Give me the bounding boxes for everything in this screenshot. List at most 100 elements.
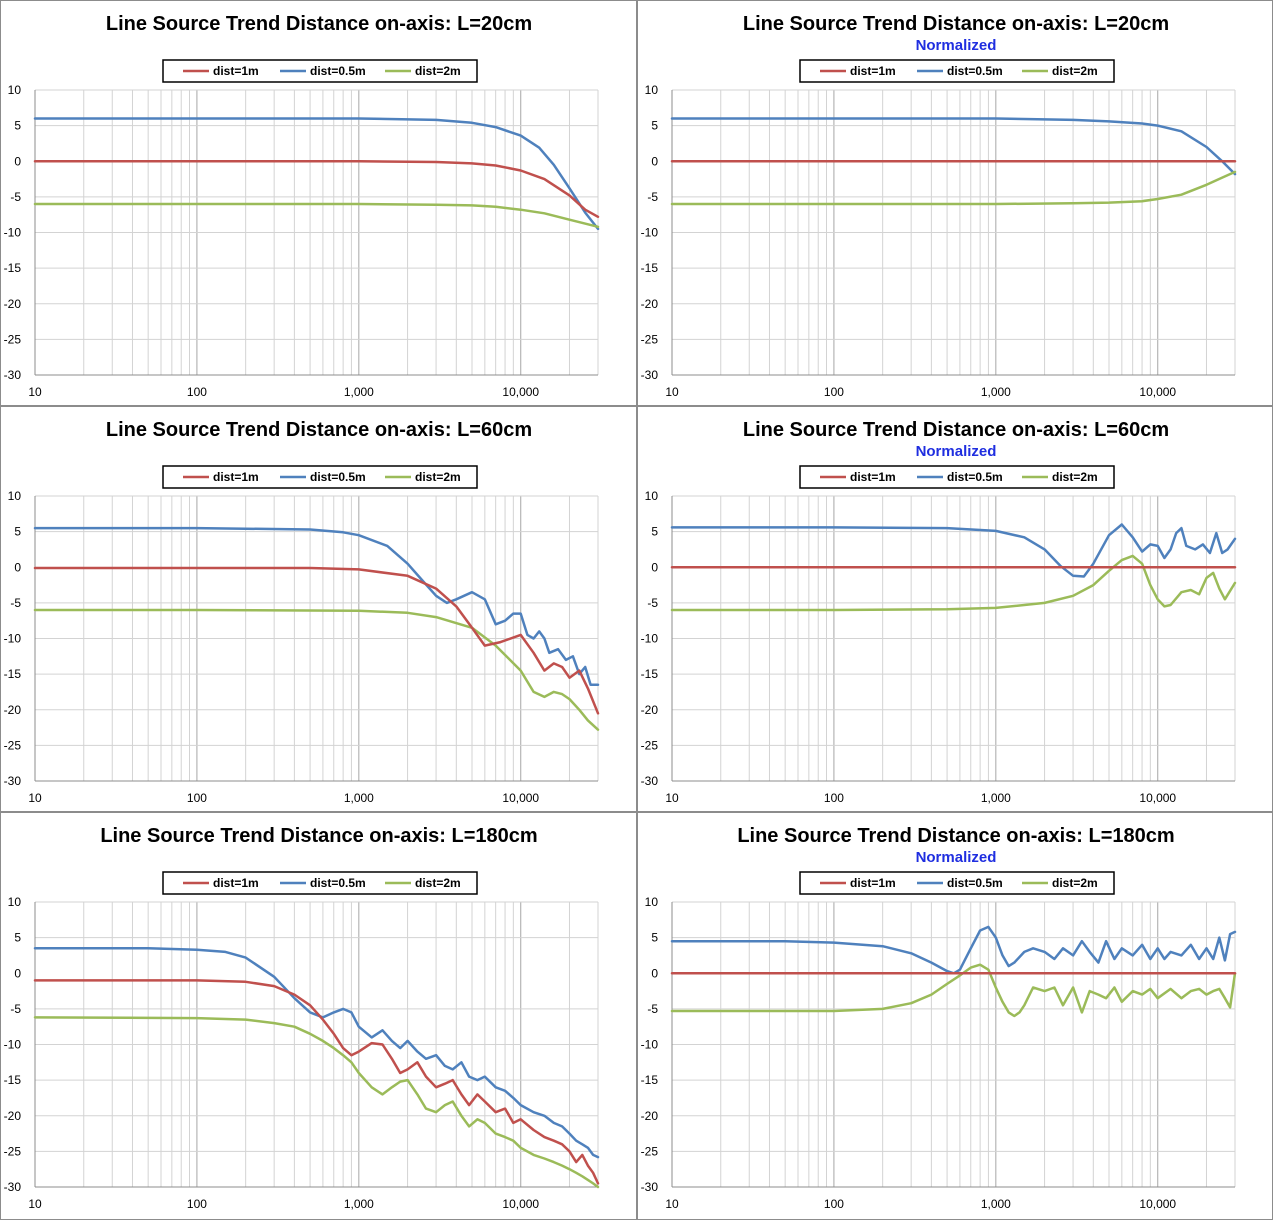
gridlines bbox=[671, 89, 1236, 376]
legend-label: dist=0.5m bbox=[310, 470, 366, 484]
y-tick-label: 10 bbox=[645, 489, 659, 503]
chart-legend: dist=1m dist=0.5m dist=2m bbox=[799, 871, 1115, 895]
chart-panel-l60-normalized: Line Source Trend Distance on-axis: L=60… bbox=[637, 406, 1273, 812]
legend-box bbox=[162, 465, 478, 489]
series-line-dist-0-5m bbox=[33, 117, 600, 231]
chart-title: Line Source Trend Distance on-axis: L=20… bbox=[106, 13, 532, 35]
series-line-dist-2m bbox=[670, 170, 1237, 206]
y-tick-label: 5 bbox=[14, 119, 21, 133]
series-line-dist-1m bbox=[33, 160, 600, 219]
y-tick-label: -10 bbox=[4, 1038, 22, 1052]
x-tick-label: 10,000 bbox=[1139, 1197, 1176, 1211]
x-tick-label: 1,000 bbox=[344, 791, 374, 805]
y-tick-label: 10 bbox=[645, 895, 659, 909]
legend-box bbox=[799, 871, 1115, 895]
y-tick-label: -5 bbox=[10, 190, 21, 204]
gridlines bbox=[34, 495, 599, 782]
y-tick-label: -25 bbox=[641, 332, 659, 346]
y-tick-label: 5 bbox=[14, 931, 21, 945]
x-tick-label: 10,000 bbox=[1139, 791, 1176, 805]
chart-panel-l20-normalized: Line Source Trend Distance on-axis: L=20… bbox=[637, 0, 1273, 406]
series-line-dist-0-5m bbox=[33, 947, 600, 1159]
x-tick-label: 10,000 bbox=[502, 1197, 539, 1211]
legend-label: dist=1m bbox=[213, 64, 259, 78]
x-tick-label: 100 bbox=[824, 385, 844, 399]
y-tick-label: -5 bbox=[647, 1002, 658, 1016]
legend-label: dist=1m bbox=[850, 470, 896, 484]
y-tick-label: -20 bbox=[4, 703, 22, 717]
series-line-dist-0-5m bbox=[670, 117, 1237, 176]
legend-label: dist=2m bbox=[415, 64, 461, 78]
y-tick-label: 0 bbox=[14, 966, 21, 980]
legend-label: dist=1m bbox=[850, 876, 896, 890]
y-tick-label: 0 bbox=[14, 560, 21, 574]
y-tick-label: -30 bbox=[641, 774, 659, 788]
gridlines bbox=[34, 901, 599, 1188]
series-line-dist-2m bbox=[33, 608, 600, 731]
chart-subtitle: Normalized bbox=[916, 37, 997, 54]
x-tick-label: 1,000 bbox=[981, 385, 1011, 399]
y-tick-label: 5 bbox=[651, 119, 658, 133]
y-tick-label: -20 bbox=[4, 297, 22, 311]
chart-title: Line Source Trend Distance on-axis: L=18… bbox=[100, 825, 537, 847]
y-tick-label: -30 bbox=[4, 368, 22, 382]
chart-legend: dist=1m dist=0.5m dist=2m bbox=[799, 59, 1115, 83]
chart-svg: Line Source Trend Distance on-axis: L=60… bbox=[4, 419, 600, 805]
series-line-dist-0-5m bbox=[33, 526, 600, 687]
chart-panel-l180-normalized: Line Source Trend Distance on-axis: L=18… bbox=[637, 812, 1273, 1220]
y-tick-label: -10 bbox=[4, 226, 22, 240]
legend-label: dist=2m bbox=[1052, 876, 1098, 890]
chart-svg: Line Source Trend Distance on-axis: L=20… bbox=[641, 13, 1237, 399]
legend-label: dist=2m bbox=[415, 470, 461, 484]
x-tick-label: 1,000 bbox=[981, 791, 1011, 805]
legend-label: dist=1m bbox=[850, 64, 896, 78]
x-tick-label: 10 bbox=[665, 385, 679, 399]
chart-legend: dist=1m dist=0.5m dist=2m bbox=[799, 465, 1115, 489]
chart-svg: Line Source Trend Distance on-axis: L=18… bbox=[641, 825, 1237, 1211]
y-tick-label: -5 bbox=[647, 190, 658, 204]
chart-panel-l180: Line Source Trend Distance on-axis: L=18… bbox=[0, 812, 637, 1220]
y-tick-label: 0 bbox=[651, 966, 658, 980]
legend-label: dist=2m bbox=[415, 876, 461, 890]
legend-box bbox=[799, 465, 1115, 489]
legend-label: dist=0.5m bbox=[947, 64, 1003, 78]
x-tick-label: 100 bbox=[187, 791, 207, 805]
legend-label: dist=0.5m bbox=[310, 876, 366, 890]
chart-title: Line Source Trend Distance on-axis: L=20… bbox=[743, 13, 1169, 35]
y-tick-label: -30 bbox=[4, 774, 22, 788]
x-tick-label: 10 bbox=[28, 791, 42, 805]
y-tick-label: 0 bbox=[651, 560, 658, 574]
chart-subtitle: Normalized bbox=[916, 443, 997, 460]
x-tick-label: 1,000 bbox=[344, 1197, 374, 1211]
y-tick-label: -20 bbox=[641, 703, 659, 717]
legend-label: dist=0.5m bbox=[947, 470, 1003, 484]
y-tick-label: -20 bbox=[641, 1109, 659, 1123]
chart-legend: dist=1m dist=0.5m dist=2m bbox=[162, 465, 478, 489]
series-line-dist-2m bbox=[33, 1016, 600, 1189]
y-tick-label: -15 bbox=[4, 667, 22, 681]
y-tick-label: -30 bbox=[641, 1180, 659, 1194]
y-tick-label: 10 bbox=[8, 895, 22, 909]
legend-label: dist=2m bbox=[1052, 470, 1098, 484]
series-line-dist-0-5m bbox=[670, 523, 1237, 578]
x-tick-label: 100 bbox=[824, 1197, 844, 1211]
chart-svg: Line Source Trend Distance on-axis: L=18… bbox=[4, 825, 600, 1211]
y-tick-label: -15 bbox=[4, 261, 22, 275]
x-tick-label: 10,000 bbox=[502, 385, 539, 399]
y-tick-label: -5 bbox=[647, 596, 658, 610]
legend-label: dist=1m bbox=[213, 470, 259, 484]
legend-box bbox=[162, 871, 478, 895]
y-tick-label: -25 bbox=[641, 738, 659, 752]
chart-panel-l60: Line Source Trend Distance on-axis: L=60… bbox=[0, 406, 637, 812]
legend-label: dist=2m bbox=[1052, 64, 1098, 78]
y-tick-label: -15 bbox=[641, 1073, 659, 1087]
y-tick-label: -10 bbox=[641, 226, 659, 240]
gridlines bbox=[34, 89, 599, 376]
y-tick-label: -25 bbox=[4, 332, 22, 346]
chart-title: Line Source Trend Distance on-axis: L=60… bbox=[743, 419, 1169, 441]
y-tick-label: -30 bbox=[641, 368, 659, 382]
y-tick-label: -15 bbox=[641, 667, 659, 681]
y-tick-label: 5 bbox=[651, 525, 658, 539]
chart-title: Line Source Trend Distance on-axis: L=18… bbox=[737, 825, 1174, 847]
y-tick-label: 0 bbox=[651, 154, 658, 168]
